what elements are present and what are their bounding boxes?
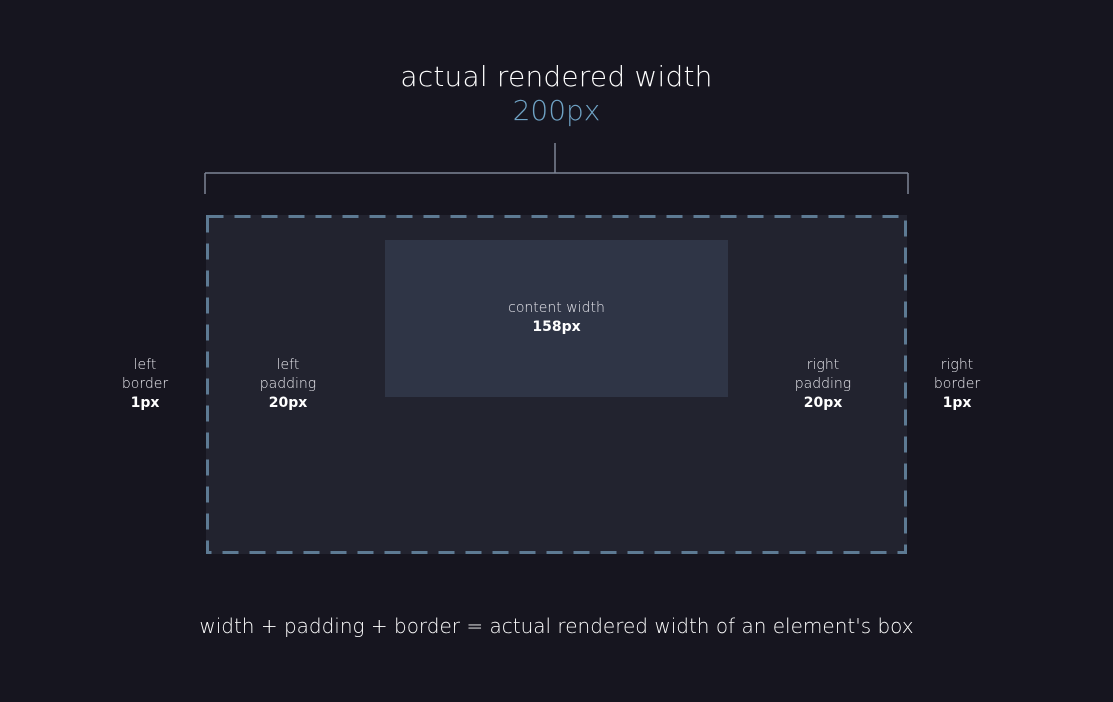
content-width-text: content width [508,300,605,316]
diagram-title: actual rendered width [400,60,713,93]
total-width-value: 200px [512,94,601,127]
right-padding-line2: padding [794,376,852,392]
left-border-value: 1px [130,395,160,411]
left-padding-line2: padding [259,376,317,392]
left-padding-line1: left [276,357,300,373]
content-width-value: 158px [532,319,581,335]
left-border-line2: border [121,376,169,392]
right-padding-line1: right [806,357,840,373]
left-padding-label: left padding 20px [246,356,330,413]
content-width-label: content width 158px [385,299,728,337]
right-padding-value: 20px [803,395,843,411]
left-padding-value: 20px [268,395,308,411]
left-border-line1: left [133,357,157,373]
dashed-border [206,215,907,554]
right-border-line1: right [940,357,974,373]
content-area [385,240,728,397]
formula-caption: width + padding + border = actual render… [199,614,914,638]
right-border-label: right border 1px [917,356,997,413]
right-border-line2: border [933,376,981,392]
left-border-label: left border 1px [105,356,185,413]
right-padding-label: right padding 20px [781,356,865,413]
right-border-value: 1px [942,395,972,411]
